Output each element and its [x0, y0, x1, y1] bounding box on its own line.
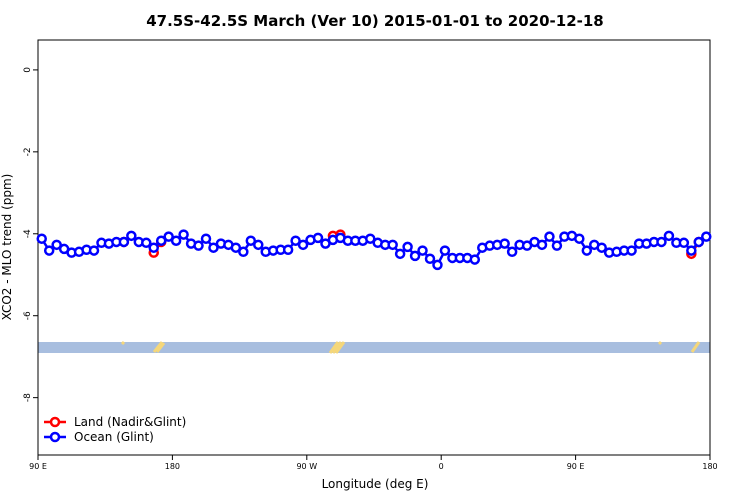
point	[439, 245, 451, 256]
point	[469, 254, 481, 265]
series	[36, 229, 712, 271]
legend-label: Ocean (Glint)	[74, 430, 154, 444]
point	[141, 237, 152, 249]
point	[626, 245, 637, 256]
point	[253, 239, 264, 251]
x-axis-label: Longitude (deg E)	[322, 477, 429, 491]
point	[424, 253, 436, 265]
point	[544, 231, 555, 242]
point	[581, 245, 593, 256]
y-tick-label: -2	[23, 147, 33, 156]
point	[409, 250, 421, 262]
point	[551, 240, 563, 251]
point	[51, 239, 62, 251]
point	[178, 229, 189, 240]
x-tick-label: 0	[439, 462, 444, 471]
band-marks	[120, 340, 701, 354]
point	[574, 233, 585, 244]
point	[394, 248, 406, 260]
point	[193, 240, 204, 251]
point	[43, 245, 55, 256]
point	[155, 235, 167, 246]
point	[387, 239, 398, 251]
point	[402, 241, 413, 253]
x-tick-label: 180	[165, 462, 180, 471]
x-tick-label: 90 W	[296, 462, 317, 471]
point	[693, 236, 705, 248]
chart-title: 47.5S-42.5S March (Ver 10) 2015-01-01 to…	[146, 12, 604, 30]
x-tick-label: 90 E	[29, 462, 47, 471]
point	[536, 239, 548, 251]
point	[88, 245, 100, 256]
point	[506, 246, 518, 258]
y-tick-label: -4	[23, 229, 33, 238]
x-tick-label: 90 E	[567, 462, 585, 471]
point	[499, 238, 510, 249]
point	[432, 259, 443, 271]
point	[148, 242, 159, 253]
point	[290, 235, 301, 246]
point	[701, 231, 712, 242]
point	[297, 239, 309, 251]
plot-frame	[37, 39, 711, 456]
point	[126, 230, 137, 242]
point	[238, 246, 249, 258]
y-tick-label: -6	[23, 311, 33, 320]
legend-label: Land (Nadir&Glint)	[74, 415, 186, 429]
point	[417, 245, 428, 256]
x-tick-label: 180	[702, 462, 717, 471]
point	[686, 245, 697, 256]
point	[282, 244, 294, 256]
band	[38, 342, 710, 353]
point	[36, 233, 47, 244]
availability-band	[38, 340, 710, 354]
point	[596, 242, 607, 253]
point	[656, 236, 667, 248]
point	[163, 231, 174, 242]
y-tick-label: -8	[23, 393, 33, 402]
point	[245, 235, 257, 246]
point	[118, 236, 130, 248]
legend: Land (Nadir&Glint)Ocean (Glint)	[44, 415, 186, 444]
y-tick-label: 0	[23, 67, 33, 73]
point	[208, 242, 219, 253]
point	[312, 232, 324, 244]
legend-marker	[49, 431, 61, 443]
point	[200, 233, 212, 244]
point	[170, 235, 182, 246]
point	[663, 230, 675, 242]
point	[365, 233, 376, 244]
point	[678, 237, 690, 249]
point	[230, 242, 242, 253]
y-axis-label: XCO2 - MLO trend (ppm)	[0, 174, 14, 321]
legend-marker	[49, 416, 61, 428]
